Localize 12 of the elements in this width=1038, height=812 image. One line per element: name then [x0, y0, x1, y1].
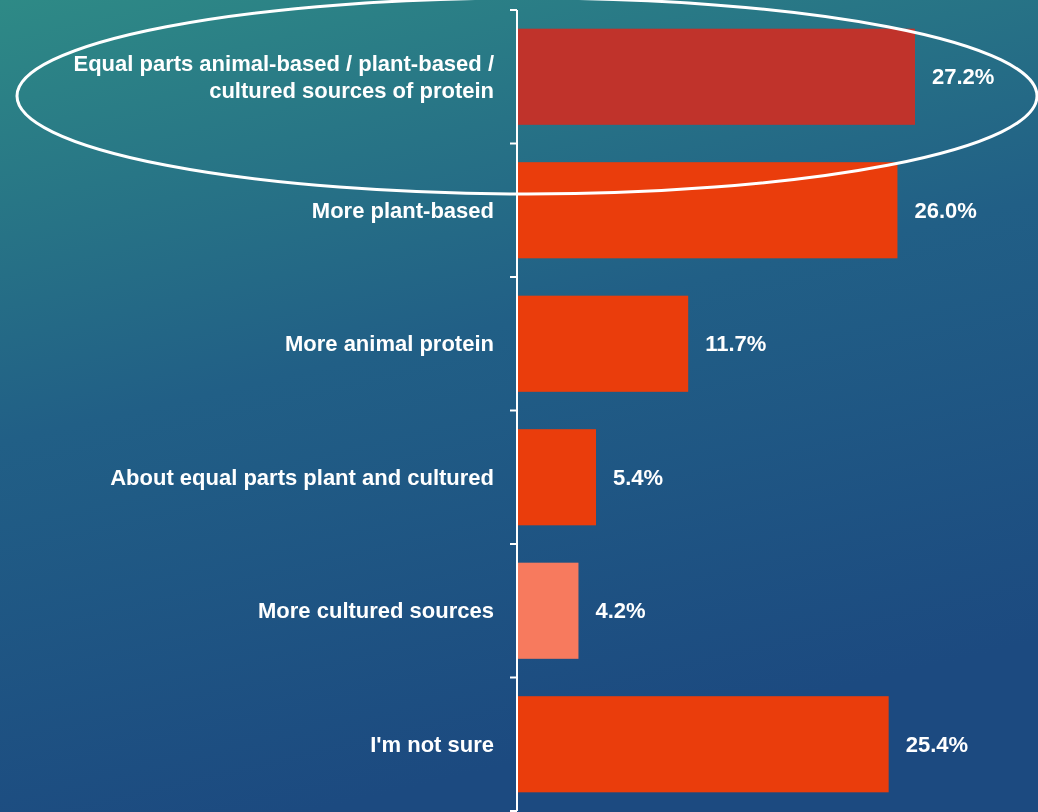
data-label: 26.0%	[914, 197, 977, 223]
data-label: 4.2%	[595, 598, 646, 624]
y-tick-label: I'm not sure	[370, 731, 494, 757]
data-label: 27.2%	[932, 64, 995, 90]
y-tick-label: More plant-based	[311, 197, 494, 223]
y-tick-label: About equal parts plant and cultured	[110, 464, 494, 490]
data-label: 25.4%	[905, 731, 969, 757]
y-tick-label: More cultured sources	[258, 598, 494, 624]
y-tick-label: Equal parts animal-based / plant-based / cultured sources of protein	[73, 50, 494, 103]
y-tick-label: More animal protein	[284, 331, 494, 357]
data-label: 11.7%	[705, 331, 767, 357]
data-label: 5.4%	[613, 464, 664, 490]
